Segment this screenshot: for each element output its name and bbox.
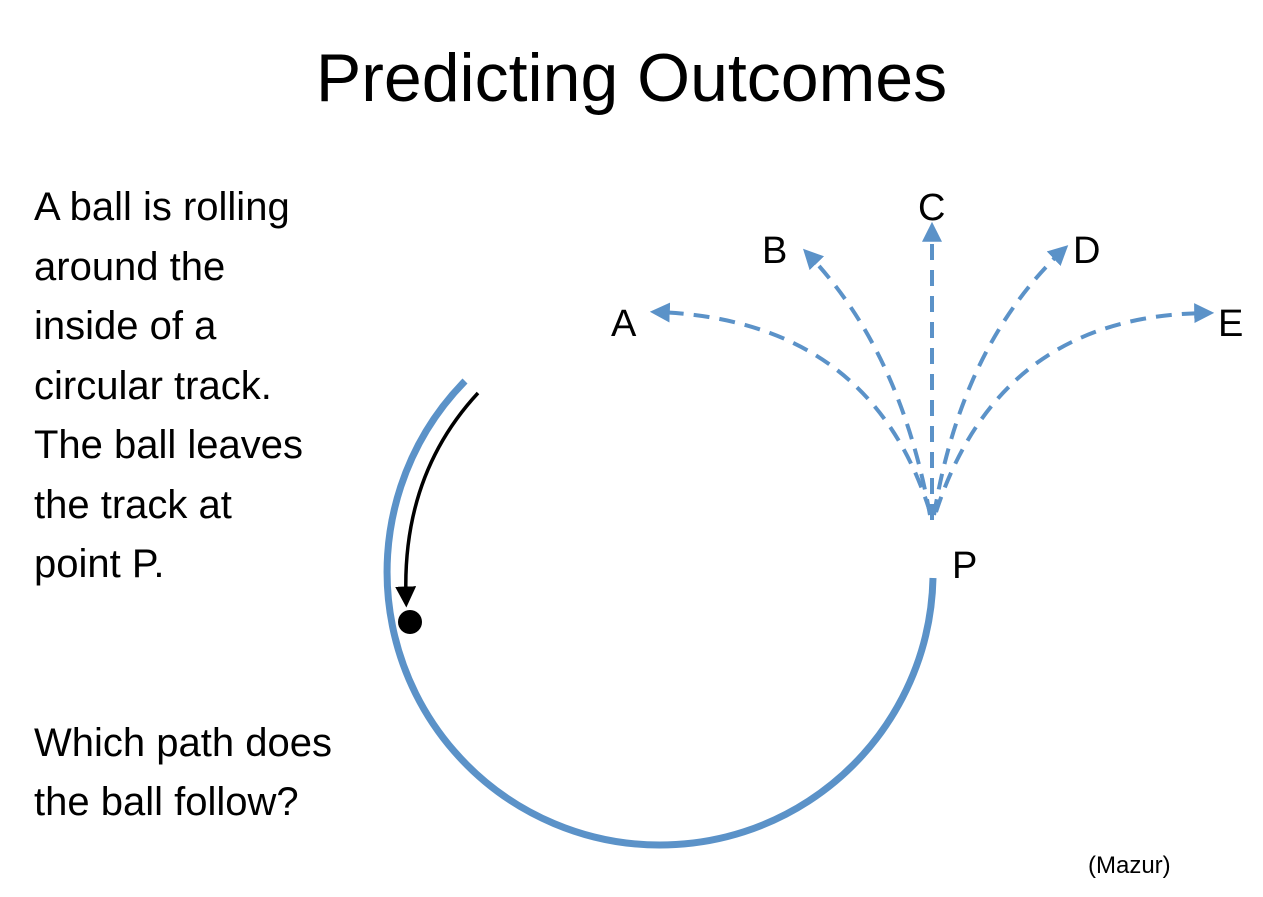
slide-title: Predicting Outcomes	[315, 40, 948, 116]
path-d-curve	[932, 245, 1069, 516]
path-label-a: A	[611, 303, 637, 345]
path-label-e: E	[1218, 303, 1243, 345]
path-label-c: C	[918, 187, 945, 229]
path-a-curve	[649, 302, 932, 513]
question: Which path does the ball follow?	[34, 714, 332, 832]
question-line: Which path does	[34, 721, 332, 765]
path-label-d: D	[1073, 230, 1100, 272]
point-p-label: P	[952, 545, 977, 587]
problem-line: the track at	[34, 482, 232, 527]
path-b-curve	[803, 248, 932, 516]
problem-line: A ball is rolling	[34, 185, 290, 229]
circular-track	[383, 378, 937, 849]
problem-line: circular track.	[34, 363, 272, 408]
path-e-curve	[934, 303, 1215, 513]
problem-statement: A ball is rolling around the inside of a…	[34, 178, 303, 595]
problem-line: The ball leaves	[34, 423, 304, 467]
problem-line: point P.	[34, 542, 165, 586]
problem-line: inside of a	[34, 304, 217, 348]
ball	[398, 610, 422, 634]
problem-line: around the	[34, 244, 226, 289]
motion-arrow	[395, 391, 480, 608]
question-line: the ball follow?	[34, 780, 299, 824]
source-credit: (Mazur)	[1088, 852, 1171, 879]
path-label-b: B	[762, 230, 787, 272]
